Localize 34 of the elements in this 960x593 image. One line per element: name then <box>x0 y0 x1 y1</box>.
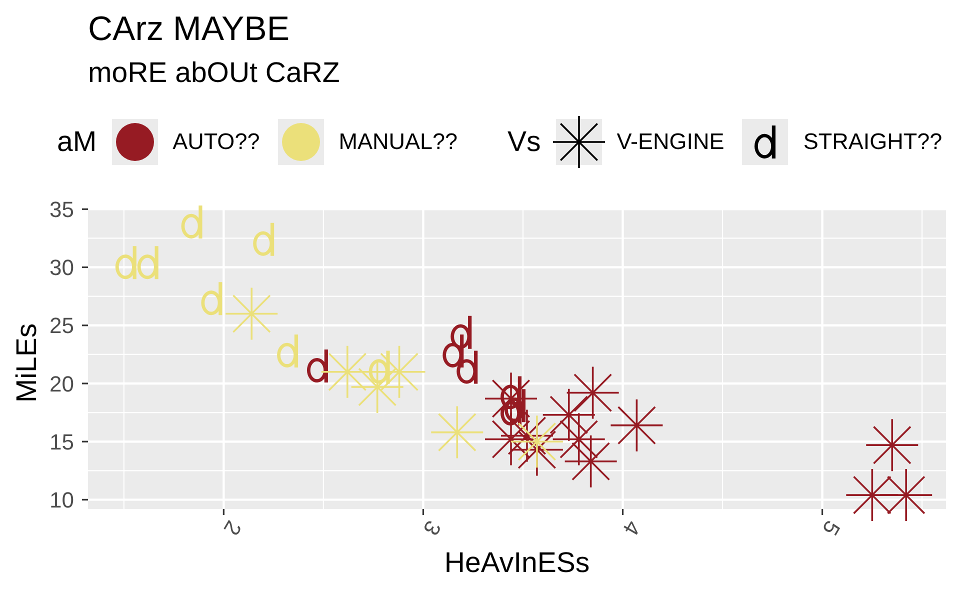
legend-label: V-ENGINE <box>616 129 724 155</box>
y-tick-label: 20 <box>50 371 74 396</box>
point <box>564 435 617 488</box>
y-tick-label: 25 <box>50 313 74 338</box>
point <box>566 366 619 419</box>
point <box>226 288 278 340</box>
point <box>321 346 374 398</box>
chart-title: CArz MAYBE <box>88 10 290 48</box>
point <box>866 419 918 472</box>
point <box>610 399 663 452</box>
legend-label: AUTO?? <box>172 129 260 155</box>
point <box>431 406 484 458</box>
point <box>373 346 426 398</box>
y-axis-title: MiLEs <box>10 322 43 402</box>
point <box>880 469 932 522</box>
point <box>542 388 595 441</box>
text: aM <box>57 126 97 158</box>
chart-subtitle: moRE abOUt CaRZ <box>88 57 340 89</box>
y-tick-label: 10 <box>50 488 74 513</box>
x-tick-label: 2 <box>218 516 247 540</box>
text: Vs <box>508 126 541 158</box>
point <box>485 413 538 466</box>
x-axis-title: HeAvInESs <box>443 547 591 579</box>
y-tick-label: 30 <box>50 255 74 280</box>
y-tick-label: 15 <box>50 429 74 454</box>
x-tick-label: 4 <box>618 516 646 540</box>
legend-label: STRAIGHT?? <box>803 129 942 155</box>
y-tick-label: 35 <box>50 196 74 222</box>
point <box>351 360 404 413</box>
x-tick-label: 3 <box>418 516 446 540</box>
x-tick-label: 5 <box>817 516 846 540</box>
point <box>510 416 563 468</box>
legend-label: MANUAL?? <box>338 129 458 155</box>
point <box>552 413 605 466</box>
